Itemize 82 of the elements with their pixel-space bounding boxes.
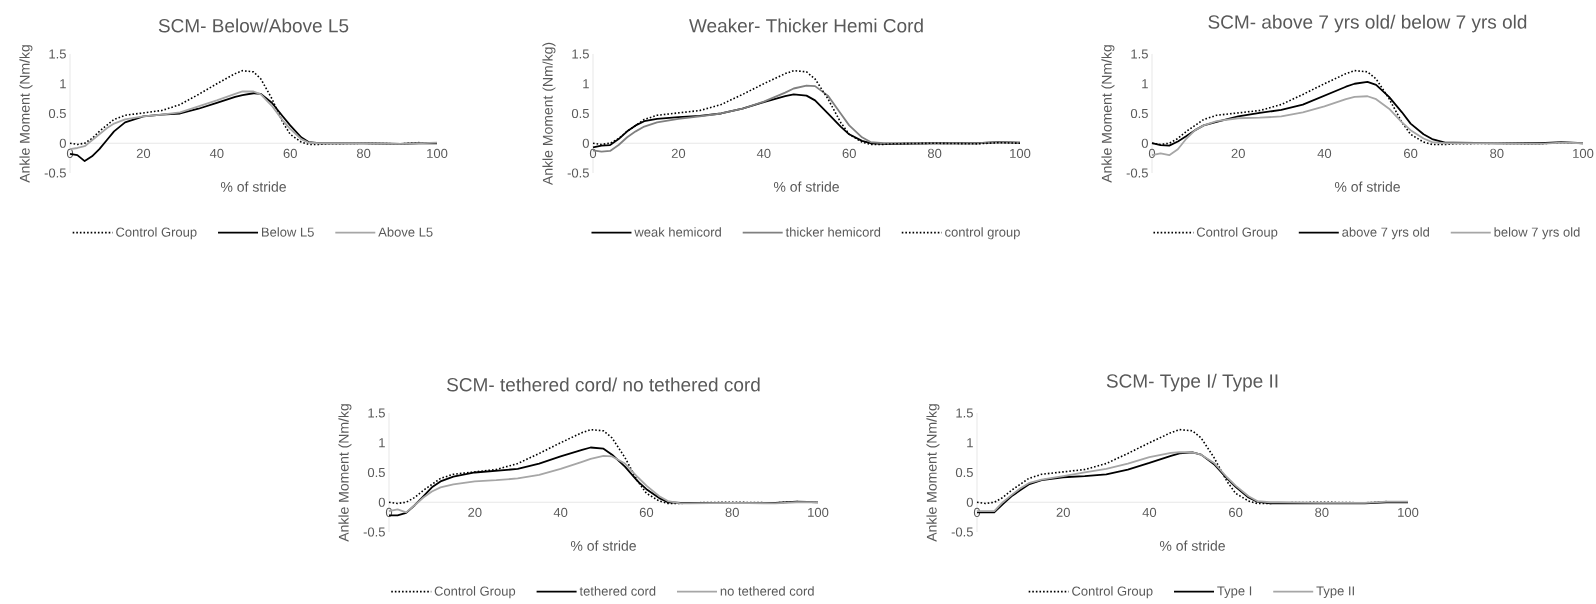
x-axis-title: % of stride [1334,181,1400,192]
x-tick-label: 60 [1229,507,1243,517]
legend-label: thicker hemicord [785,227,881,237]
y-tick-label: 0 [59,138,66,148]
chart-title: SCM- Below/Above L5 [158,18,349,33]
y-tick-label: 0 [1141,138,1148,148]
x-tick-label: 100 [808,507,829,517]
y-tick-label: 1 [967,438,973,448]
chart-title: SCM- Type I/ Type II [1106,373,1278,392]
y-tick-label: 1 [379,438,385,448]
x-tick-label: 80 [1315,507,1329,517]
chart-title: Weaker- Thicker Hemi Cord [689,18,923,33]
y-tick-label: 1.5 [49,49,66,59]
legend-label: no tethered cord [720,586,814,596]
legend-label: Control Group [1196,227,1278,240]
y-axis-title: Ankle Moment (Nm/kg [19,45,33,183]
x-tick-label: 40 [1142,507,1157,517]
x-tick-label: 0 [1148,148,1156,158]
y-tick-label: 1.5 [368,408,385,418]
y-tick-label: -0.5 [567,168,589,178]
x-tick-label: 20 [671,148,686,158]
x-tick-label: 20 [1056,507,1070,517]
legend-label: weak hemicord [634,227,721,237]
legend-label: Type II [1316,586,1354,599]
chart-title: SCM- tethered cord/ no tethered cord [447,377,760,392]
x-tick-label: 100 [1573,148,1594,158]
y-tick-label: -0.5 [1126,168,1148,178]
x-tick-label: 60 [639,507,654,517]
y-tick-label: 0.5 [367,467,385,478]
y-tick-label: 0.5 [1130,108,1148,119]
x-tick-label: 60 [283,148,297,158]
legend-label: Control Group [116,227,197,240]
legend-label: Above L5 [378,227,433,237]
y-axis-title: Ankle Moment (Nm/kg [338,404,352,542]
y-tick-label: 1 [583,79,589,89]
y-tick-label: -0.5 [951,527,973,537]
y-tick-label: 1 [60,79,66,89]
legend-label: tethered cord [579,586,656,596]
x-tick-label: 100 [1010,148,1031,158]
x-axis-title: % of stride [1159,540,1225,551]
x-axis-title: % of stride [220,181,286,192]
x-tick-label: 80 [927,148,942,158]
x-tick-label: 80 [1490,148,1504,158]
y-tick-label: -0.5 [363,527,385,537]
y-tick-label: 0 [582,138,589,148]
legend-label: above 7 yrs old [1342,227,1429,240]
y-tick-label: 0.5 [48,108,66,119]
x-tick-label: 20 [1231,148,1245,158]
y-tick-label: 1.5 [572,49,589,59]
legend-label: Below L5 [261,227,314,237]
y-tick-label: 1.5 [1131,49,1148,59]
x-tick-label: 40 [1317,148,1332,158]
x-axis-title: % of stride [773,181,839,192]
y-tick-label: 0 [378,497,385,507]
y-axis-title: Ankle Moment (Nm/kg [1101,45,1115,183]
y-axis-title: Ankle Moment (Nm/kg [926,404,940,542]
y-tick-label: 0 [966,497,973,507]
legend-label: below 7 yrs old [1494,227,1580,240]
legend-label: Type I [1217,586,1252,599]
x-tick-label: 40 [756,148,771,158]
x-tick-label: 40 [553,507,568,517]
y-axis-title: Ankle Moment (Nm/kg) [542,42,556,186]
legend-label: Control Group [1072,586,1153,599]
x-axis-title: % of stride [570,540,636,551]
y-tick-label: 0.5 [955,467,973,478]
legend-label: control group [945,227,1020,240]
x-tick-label: 60 [842,148,856,158]
y-tick-label: 1.5 [956,408,973,418]
y-tick-label: -0.5 [44,168,66,178]
x-tick-label: 80 [725,507,739,517]
y-tick-label: 0.5 [571,108,589,119]
chart-title: SCM- above 7 yrs old/ below 7 yrs old [1208,14,1527,33]
x-tick-label: 100 [427,148,448,158]
x-tick-label: 20 [136,148,151,158]
x-tick-label: 20 [468,507,482,517]
x-tick-label: 80 [356,148,371,158]
y-tick-label: 1 [1142,79,1148,89]
legend-label: Control Group [434,586,516,599]
x-tick-label: 0 [66,148,74,158]
x-tick-label: 40 [209,148,224,158]
x-tick-label: 100 [1398,507,1419,517]
x-tick-label: 60 [1404,148,1418,158]
